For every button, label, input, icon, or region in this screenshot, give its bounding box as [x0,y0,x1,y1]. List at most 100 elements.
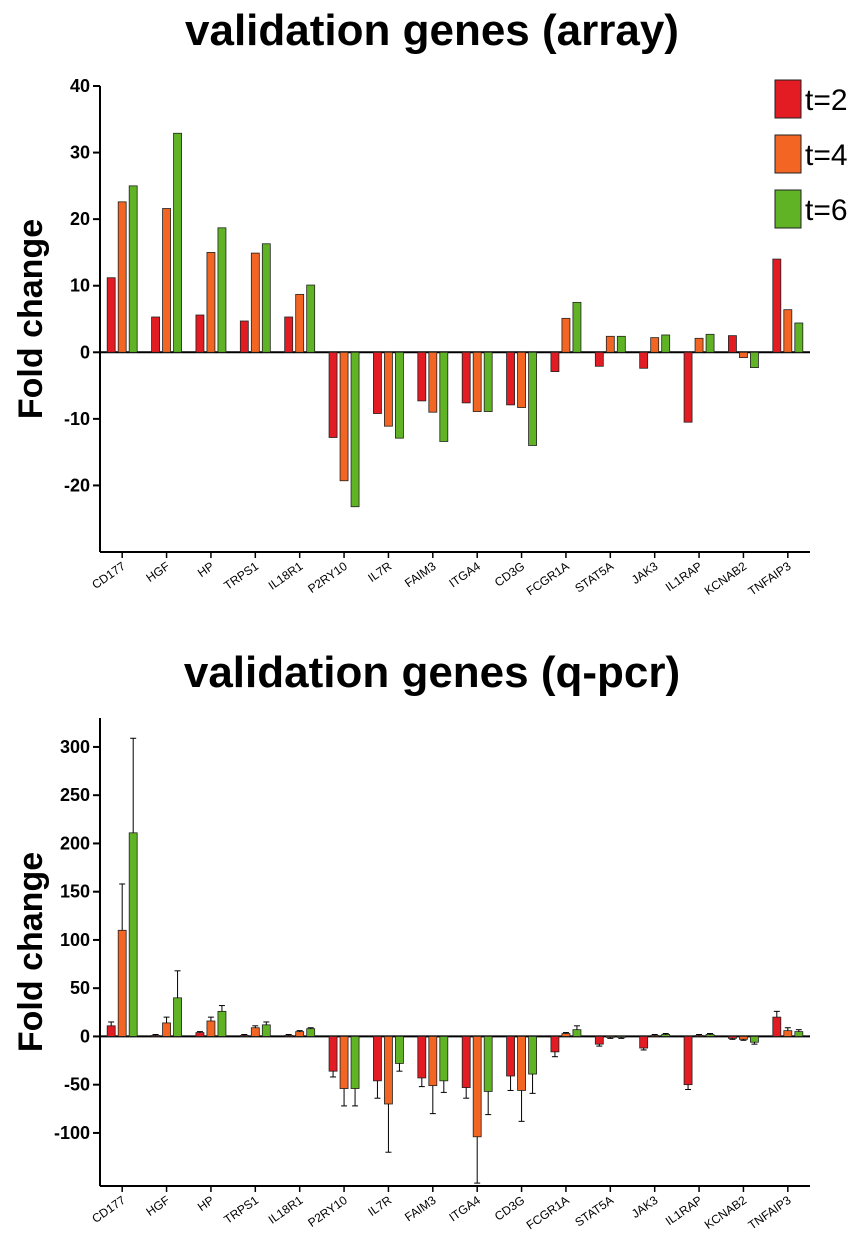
bar-t2-hp [195,1032,205,1037]
bar-t4-trps1 [250,1027,260,1037]
bar-t2-p2ry10 [328,1036,338,1072]
bar-t2-tnfaip3 [772,258,782,353]
bar-t4-faim3 [428,1036,438,1087]
bar-t2-fcgr1a [550,1036,560,1053]
bar-t4-jak3 [650,1035,660,1037]
y-tick-label: 0 [80,1026,90,1046]
bar-t4-tnfaip3 [783,1030,793,1037]
bar-t6-il1rap [705,333,715,353]
x-tick-label: TRPS1 [221,1193,261,1227]
bar-t6-jak3 [661,1034,671,1037]
legend-label: t=4 [805,139,848,172]
bar-t4-hp [206,252,216,353]
bar-t6-il7r [395,1036,404,1064]
y-tick-label: -50 [64,1075,90,1095]
y-tick-label: 20 [70,209,90,229]
y-tick-label: 150 [60,882,90,902]
bar-t2-hgf [151,1035,160,1037]
x-tick-label: IL18R1 [266,1193,306,1227]
bar-t4-kcnab2 [739,1036,748,1040]
bar-t2-stat5a [594,1036,604,1045]
y-tick-label: 50 [70,978,90,998]
bar-t6-cd177 [128,832,138,1037]
bar-t4-fcgr1a [561,317,571,353]
bar-t6-hp [217,227,227,353]
bar-t4-p2ry10 [339,1036,349,1089]
bar-t4-itga4 [472,351,482,412]
bar-t2-trps1 [239,1035,249,1037]
bar-t4-itga4 [472,1036,482,1138]
bar-t6-kcnab2 [750,351,759,368]
x-tick-label: P2RY10 [305,1193,350,1230]
y-tick-label: 30 [70,143,90,163]
bar-t2-il7r [373,1036,382,1082]
bar-t4-stat5a [605,1036,615,1038]
y-tick-label: 10 [70,276,90,296]
bar-t2-kcnab2 [728,335,737,353]
y-tick-label: -20 [64,475,90,495]
bar-t4-il1rap [694,1035,704,1037]
x-tick-label: HP [195,1193,217,1214]
bar-t2-cd177 [106,277,116,353]
bar-t6-hp [217,1010,227,1037]
bar-t6-jak3 [661,334,671,353]
bar-t6-trps1 [261,243,271,353]
bar-t2-tnfaip3 [772,1016,782,1037]
legend-label: t=2 [805,84,848,117]
y-tick-label: 100 [60,930,90,950]
x-tick-label: CD177 [89,1193,128,1226]
bar-t4-fcgr1a [561,1033,571,1037]
bar-t6-cd177 [128,185,138,353]
y-tick-label: 300 [60,737,90,757]
bar-t2-itga4 [461,351,471,404]
bar-t4-cd3g [517,1036,526,1091]
bar-t4-tnfaip3 [783,309,793,353]
bar-t6-tnfaip3 [794,1031,804,1037]
x-tick-label: KCNAB2 [702,1193,750,1232]
bar-t4-il18r1 [295,293,305,353]
bar-t6-faim3 [439,351,449,442]
bar-t6-il1rap [705,1034,715,1037]
bar-t2-il18r1 [284,316,294,353]
bar-t2-faim3 [417,1036,427,1079]
bar-t6-fcgr1a [572,301,582,353]
bar-t2-kcnab2 [728,1036,737,1039]
bar-t6-il18r1 [306,284,316,353]
bar-t6-kcnab2 [750,1036,759,1043]
bar-t2-il1rap [683,1036,693,1086]
x-tick-label: TNFAIP3 [746,1193,794,1233]
bar-t6-hgf [173,132,182,353]
bar-t2-itga4 [461,1036,471,1088]
x-tick-label: CD3G [492,1193,527,1224]
legend-swatch [774,79,802,119]
x-tick-label: IL1RAP [663,1193,705,1228]
legend-swatch [774,134,802,174]
bar-t2-jak3 [639,351,649,369]
bar-t4-il7r [384,351,393,427]
bar-t6-trps1 [261,1024,271,1037]
bar-t4-kcnab2 [739,351,748,359]
bar-t4-cd177 [117,929,127,1037]
bar-t4-il18r1 [295,1031,305,1037]
bar-t6-faim3 [439,1036,449,1082]
bar-t4-cd177 [117,201,127,353]
bar-t4-jak3 [650,337,660,353]
bar-t2-cd177 [106,1025,116,1037]
bar-t2-il1rap [683,351,693,423]
x-tick-label: JAK3 [629,1193,661,1221]
bar-t4-p2ry10 [339,351,349,482]
legend-swatch [774,189,802,229]
bar-t2-jak3 [639,1036,649,1049]
bar-t4-il7r [384,1036,393,1105]
legend-label: t=6 [805,194,848,227]
y-tick-label: 40 [70,76,90,96]
bar-t6-tnfaip3 [794,322,804,353]
bar-t2-faim3 [417,351,427,402]
bar-t4-cd3g [517,351,526,408]
bar-t6-cd3g [528,1036,537,1075]
x-tick-label: FCGR1A [524,1193,572,1232]
bar-t6-hgf [173,997,182,1037]
bar-t2-cd3g [506,1036,515,1077]
